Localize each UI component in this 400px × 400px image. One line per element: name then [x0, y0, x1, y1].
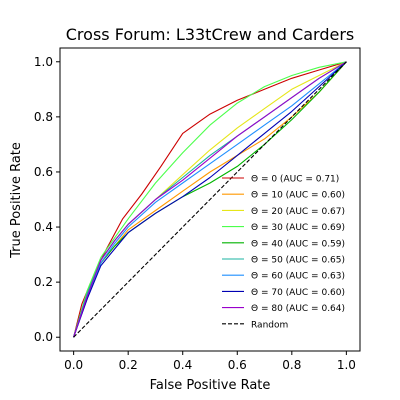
legend-label-4: Θ = 40 (AUC = 0.59)	[251, 239, 345, 249]
y-tick-label: 0.4	[34, 220, 53, 234]
series-line-8	[73, 61, 347, 338]
plot-frame	[59, 47, 361, 352]
chart-title: Cross Forum: L33tCrew and Carders	[66, 25, 354, 44]
legend-label-1: Θ = 10 (AUC = 0.60)	[251, 191, 345, 201]
legend-label-5: Θ = 50 (AUC = 0.65)	[251, 256, 345, 266]
x-tick-label: 0.4	[173, 358, 192, 372]
legend-label-7: Θ = 70 (AUC = 0.60)	[251, 288, 345, 298]
legend-label-6: Θ = 60 (AUC = 0.63)	[251, 272, 345, 282]
x-tick-label: 0.8	[282, 358, 301, 372]
x-axis-ticks: 0.0 0.2 0.4 0.6 0.8 1.0	[64, 351, 356, 372]
y-tick-label: 0.2	[34, 275, 53, 289]
x-tick-label: 0.6	[228, 358, 247, 372]
x-tick-label: 0.0	[64, 358, 83, 372]
legend-label-8: Θ = 80 (AUC = 0.64)	[251, 304, 345, 314]
x-tick-label: 0.2	[119, 358, 138, 372]
legend-label-2: Θ = 20 (AUC = 0.67)	[251, 207, 345, 217]
series-line-9	[73, 61, 347, 338]
legend-label-3: Θ = 30 (AUC = 0.69)	[251, 223, 345, 233]
y-tick-label: 0.6	[34, 165, 53, 179]
y-tick-label: 0.8	[34, 110, 53, 124]
y-axis-ticks: 0.0 0.2 0.4 0.6 0.8 1.0	[34, 55, 60, 344]
legend: Θ = 0 (AUC = 0.71) Θ = 10 (AUC = 0.60) Θ =…	[222, 175, 345, 330]
legend-label-0: Θ = 0 (AUC = 0.71)	[251, 175, 339, 185]
y-tick-label: 1.0	[34, 55, 53, 69]
y-tick-label: 0.0	[34, 330, 53, 344]
series-line-3	[73, 61, 347, 338]
legend-label-9: Random	[251, 320, 288, 330]
series-line-6	[73, 61, 347, 338]
series-line-7	[73, 61, 347, 338]
plot-lines	[73, 61, 347, 338]
x-axis-label: False Positive Rate	[150, 378, 271, 393]
x-tick-label: 1.0	[337, 358, 356, 372]
y-axis-label: True Positive Rate	[9, 142, 24, 259]
